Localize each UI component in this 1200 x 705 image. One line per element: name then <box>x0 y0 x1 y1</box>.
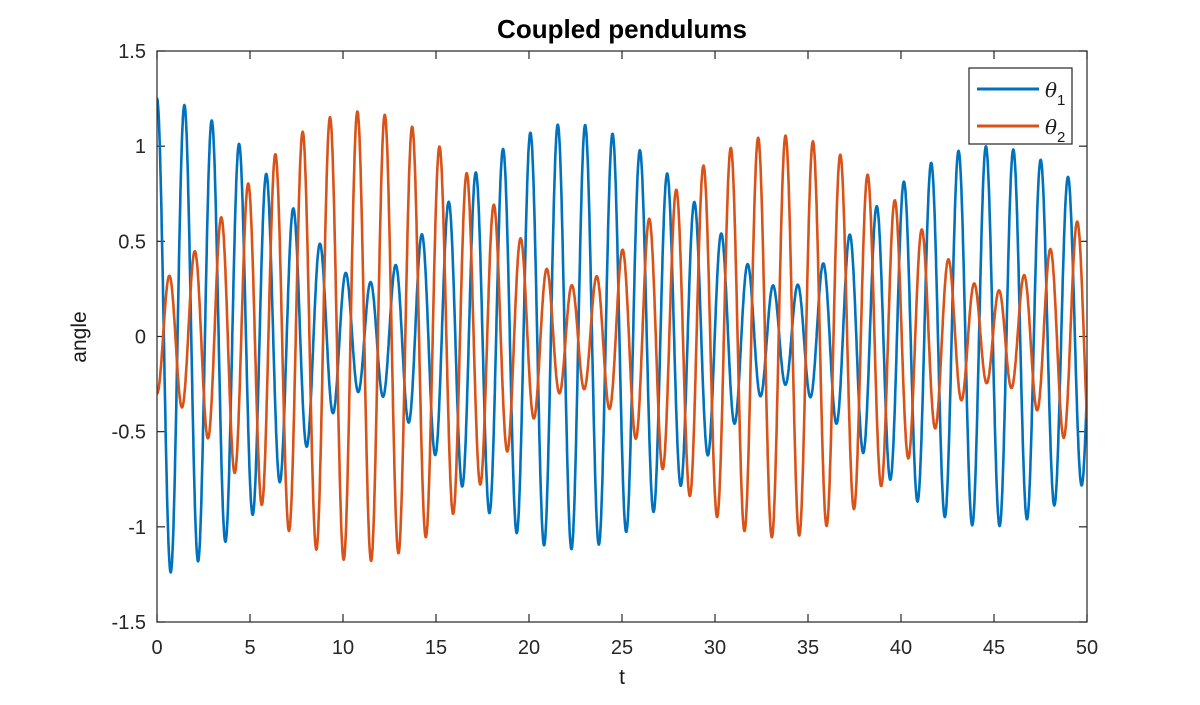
y-tick-label: 1.5 <box>118 41 146 63</box>
x-tick-label: 5 <box>244 637 255 659</box>
plot-box <box>156 50 1088 623</box>
x-tick-label: 30 <box>704 637 726 659</box>
x-tick-label: 45 <box>983 637 1005 659</box>
x-tick-label: 0 <box>151 637 162 659</box>
y-axis-label: angle <box>68 311 91 362</box>
y-tick-label: -0.5 <box>112 422 146 444</box>
series-line-theta_1 <box>157 97 1087 574</box>
legend-label-theta_1: θ1 <box>1045 78 1065 109</box>
x-tick-label: 35 <box>797 637 819 659</box>
chart-title: Coupled pendulums <box>497 14 747 44</box>
legend-label-theta_2: θ2 <box>1045 115 1065 146</box>
x-tick-label: 50 <box>1076 637 1098 659</box>
legend-box <box>968 67 1073 145</box>
x-tick-label: 25 <box>611 637 633 659</box>
data-series <box>157 97 1087 574</box>
y-tick-label: -1.5 <box>112 612 146 634</box>
x-tick-label: 15 <box>425 637 447 659</box>
x-tick-label: 20 <box>518 637 540 659</box>
y-tick-label: -1 <box>128 517 146 539</box>
x-tick-label: 40 <box>890 637 912 659</box>
x-tick-label: 10 <box>332 637 354 659</box>
y-tick-label: 1 <box>135 136 146 158</box>
x-axis-label: t <box>619 666 625 689</box>
y-tick-label: 0.5 <box>118 231 146 253</box>
y-tick-label: 0 <box>135 327 146 349</box>
series-line-theta_2 <box>157 110 1087 563</box>
axis-ticks: 0 5 10 15 20 25 30 35 40 45 50 -1.5 -1 -0.5 0 0.5 1 1.5 <box>112 41 1099 659</box>
